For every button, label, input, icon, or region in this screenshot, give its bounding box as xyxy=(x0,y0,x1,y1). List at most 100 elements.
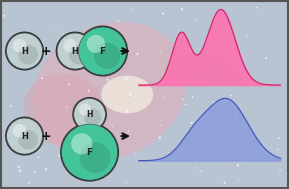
Ellipse shape xyxy=(198,66,241,85)
Ellipse shape xyxy=(23,73,104,146)
Text: F: F xyxy=(86,148,93,157)
Point xyxy=(222,181,227,184)
Point xyxy=(229,94,234,97)
Point xyxy=(278,169,282,172)
Point xyxy=(2,14,6,17)
Point xyxy=(89,108,93,112)
Ellipse shape xyxy=(33,22,187,160)
Point xyxy=(194,166,199,169)
Circle shape xyxy=(57,33,93,69)
Point xyxy=(101,56,105,59)
Point xyxy=(218,80,222,83)
Point xyxy=(222,41,226,44)
Point xyxy=(18,169,23,172)
Circle shape xyxy=(94,43,121,69)
Text: H: H xyxy=(21,132,28,141)
Point xyxy=(83,133,88,136)
Point xyxy=(201,76,205,79)
Circle shape xyxy=(13,124,26,138)
Point xyxy=(64,69,69,72)
Point xyxy=(116,20,121,23)
Point xyxy=(220,63,225,66)
Point xyxy=(199,170,204,173)
Point xyxy=(128,93,133,96)
Point xyxy=(36,156,41,159)
Circle shape xyxy=(63,39,77,53)
Point xyxy=(199,155,203,158)
Point xyxy=(12,135,17,138)
Point xyxy=(158,119,162,122)
Point xyxy=(194,19,199,22)
Point xyxy=(275,148,280,151)
Text: H: H xyxy=(21,46,28,56)
Circle shape xyxy=(7,118,42,154)
Point xyxy=(181,98,185,101)
Circle shape xyxy=(87,35,105,53)
Point xyxy=(212,101,216,104)
Point xyxy=(158,51,163,54)
Point xyxy=(161,12,165,15)
Point xyxy=(134,95,138,98)
Point xyxy=(158,136,162,139)
Point xyxy=(55,53,60,56)
Point xyxy=(162,96,166,99)
Point xyxy=(16,165,21,168)
Circle shape xyxy=(13,39,26,53)
Point xyxy=(124,181,129,184)
Circle shape xyxy=(56,32,95,70)
Point xyxy=(126,130,131,133)
Point xyxy=(135,52,140,55)
Circle shape xyxy=(18,45,38,64)
Point xyxy=(130,8,135,11)
Point xyxy=(223,43,228,46)
Text: H: H xyxy=(72,46,79,56)
Point xyxy=(190,95,195,98)
Point xyxy=(224,100,228,103)
Text: +: + xyxy=(41,130,51,143)
Text: F: F xyxy=(99,46,106,56)
Circle shape xyxy=(7,33,42,69)
Point xyxy=(86,89,91,92)
Circle shape xyxy=(69,45,89,64)
Point xyxy=(40,77,44,80)
Point xyxy=(57,154,61,157)
Circle shape xyxy=(60,123,119,182)
Ellipse shape xyxy=(165,53,228,80)
Point xyxy=(105,78,110,81)
Point xyxy=(244,35,249,38)
Point xyxy=(188,64,193,67)
Point xyxy=(180,8,184,11)
Circle shape xyxy=(74,98,105,130)
Point xyxy=(27,181,31,184)
Point xyxy=(8,104,13,107)
Point xyxy=(237,65,242,68)
Point xyxy=(82,159,86,162)
Circle shape xyxy=(18,130,38,149)
Point xyxy=(217,52,221,55)
Point xyxy=(159,124,164,127)
Text: +: + xyxy=(41,45,51,57)
Point xyxy=(133,102,137,105)
Point xyxy=(237,178,242,181)
Point xyxy=(190,69,195,72)
Point xyxy=(216,17,221,20)
Point xyxy=(66,83,71,86)
Point xyxy=(54,27,58,30)
Circle shape xyxy=(80,142,111,173)
Circle shape xyxy=(79,27,127,75)
Point xyxy=(124,77,129,81)
Text: H: H xyxy=(86,110,93,119)
Circle shape xyxy=(84,109,101,126)
Circle shape xyxy=(62,124,118,180)
Ellipse shape xyxy=(101,76,153,113)
Circle shape xyxy=(77,26,128,77)
Point xyxy=(110,125,115,128)
Circle shape xyxy=(5,117,44,156)
Point xyxy=(80,61,84,64)
Point xyxy=(224,78,229,81)
Point xyxy=(236,164,240,167)
Point xyxy=(32,170,37,173)
Point xyxy=(64,105,69,108)
Point xyxy=(44,168,48,171)
Point xyxy=(189,121,194,124)
